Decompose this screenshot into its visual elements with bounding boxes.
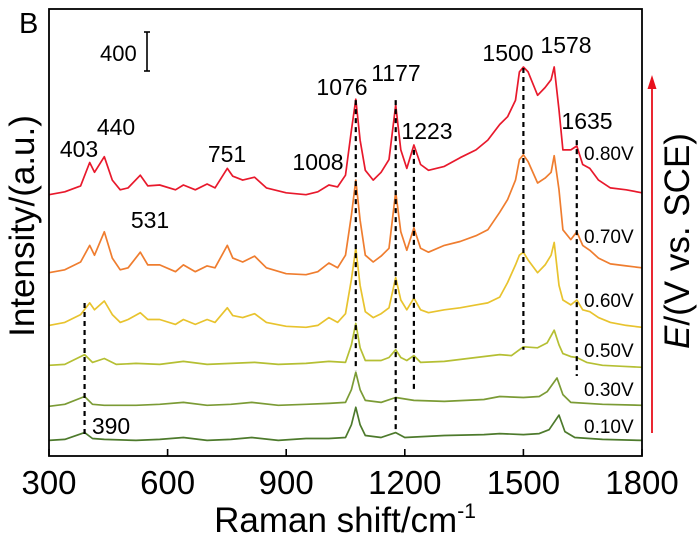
right-axis-label-text: /(V vs. SCE) (658, 133, 697, 326)
series-line-0.60V (48, 241, 643, 329)
annotation-751: 751 (208, 141, 246, 167)
panel-label: B (19, 8, 38, 40)
reference-lines (83, 67, 578, 438)
series-label-0.80V: 0.80V (584, 144, 634, 165)
annotation-1500: 1500 (482, 40, 533, 66)
x-axis-label-text: Raman shift/cm (214, 501, 457, 540)
x-axis-label-superscript: -1 (457, 500, 476, 523)
annotation-1008: 1008 (292, 149, 343, 175)
peak-annotations: 403 440 751 1008 1076 1177 1223 1500 157… (60, 32, 613, 439)
right-axis-label-symbol: E (658, 325, 697, 349)
annotation-531: 531 (131, 207, 169, 233)
series-line-0.50V (48, 322, 643, 369)
potential-arrow-head (647, 75, 657, 89)
annotation-390: 390 (92, 413, 130, 439)
annotation-1223: 1223 (401, 118, 452, 144)
y-axis-label: Intensity/(a.u.) (3, 115, 42, 337)
series-label-0.50V: 0.50V (584, 341, 634, 362)
x-tick-label-900: 900 (259, 464, 314, 501)
right-axis-label: E/(V vs. SCE) (658, 133, 697, 349)
annotation-403: 403 (60, 136, 98, 162)
potential-arrow-icon (647, 75, 657, 433)
x-axis-label: Raman shift/cm-1 (214, 500, 476, 540)
annotation-1578: 1578 (540, 32, 591, 58)
series-label-0.60V: 0.60V (584, 291, 634, 312)
x-tick-label-1500: 1500 (487, 464, 560, 501)
x-axis-ticks: 300 600 900 1200 1500 1800 (21, 449, 679, 501)
intensity-scale-bar: 400 (100, 31, 150, 72)
series-label-0.70V: 0.70V (584, 227, 634, 248)
series-line-0.70V (48, 153, 643, 276)
plot-frame (48, 8, 643, 457)
series-label-0.30V: 0.30V (584, 380, 634, 401)
annotation-440: 440 (97, 114, 135, 140)
series-label-0.10V: 0.10V (584, 417, 634, 438)
annotation-1177: 1177 (371, 60, 420, 86)
x-tick-label-1200: 1200 (368, 464, 441, 501)
annotation-1076: 1076 (316, 74, 367, 100)
annotation-1635: 1635 (561, 108, 612, 134)
scale-bar-label: 400 (100, 41, 137, 66)
series-line-0.80V (48, 66, 643, 196)
x-tick-label-600: 600 (140, 464, 195, 501)
series-layer (48, 66, 643, 442)
series-labels: 0.80V 0.70V 0.60V 0.50V 0.30V 0.10V (584, 144, 634, 438)
series-line-0.30V (48, 371, 643, 408)
series-line-0.10V (48, 406, 643, 442)
x-tick-label-300: 300 (21, 464, 76, 501)
x-tick-label-1800: 1800 (605, 464, 678, 501)
